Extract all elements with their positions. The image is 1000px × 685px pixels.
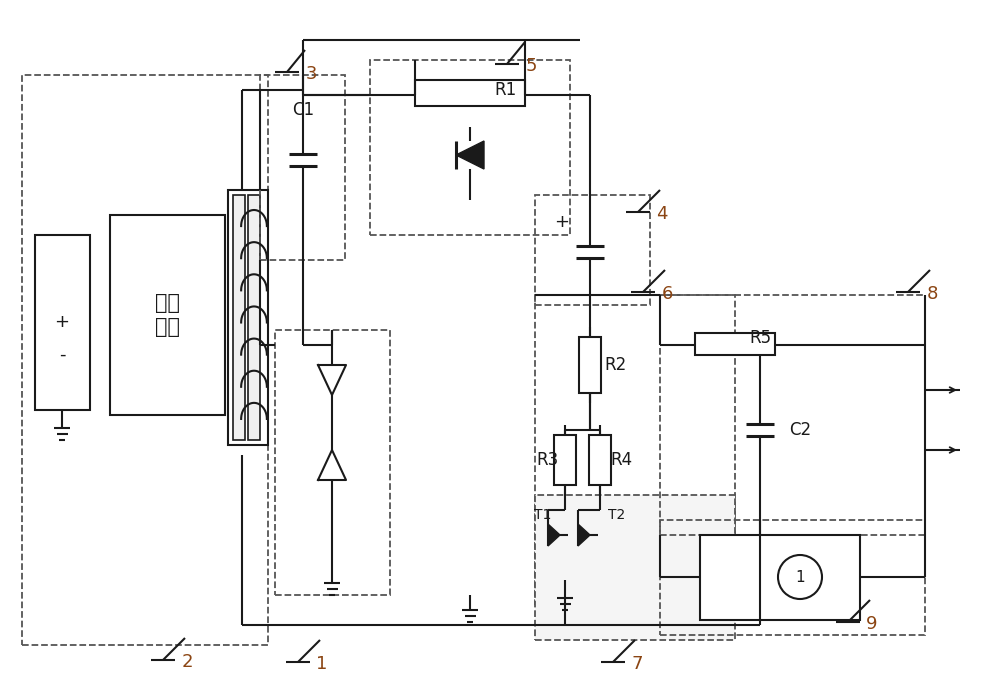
Bar xyxy=(370,60,570,235)
Polygon shape xyxy=(578,524,590,546)
Text: 3: 3 xyxy=(305,65,317,83)
Text: -: - xyxy=(59,346,65,364)
Text: R2: R2 xyxy=(604,356,626,374)
Bar xyxy=(660,295,925,535)
Bar xyxy=(228,190,268,445)
Text: C2: C2 xyxy=(789,421,811,439)
Bar xyxy=(22,75,268,645)
Bar xyxy=(248,195,260,440)
Polygon shape xyxy=(456,141,484,169)
Text: 1: 1 xyxy=(316,655,328,673)
Bar xyxy=(110,215,225,415)
Text: T1: T1 xyxy=(534,508,552,522)
Bar xyxy=(275,330,390,595)
Bar xyxy=(695,333,775,355)
Text: 1: 1 xyxy=(795,569,805,584)
Text: 5: 5 xyxy=(525,57,537,75)
Bar xyxy=(589,435,611,485)
Bar xyxy=(579,337,601,393)
Text: +: + xyxy=(554,213,570,231)
Text: 8: 8 xyxy=(926,285,938,303)
Text: T2: T2 xyxy=(608,508,626,522)
Text: R3: R3 xyxy=(537,451,559,469)
Text: 7: 7 xyxy=(631,655,643,673)
Polygon shape xyxy=(318,450,346,480)
Bar xyxy=(660,520,925,635)
Bar xyxy=(535,295,735,605)
Text: 6: 6 xyxy=(661,285,673,303)
Text: 9: 9 xyxy=(866,615,878,633)
Text: +: + xyxy=(54,313,70,331)
Text: R1: R1 xyxy=(494,81,516,99)
Text: 点火
模块: 点火 模块 xyxy=(154,293,180,336)
Bar xyxy=(35,235,90,410)
Polygon shape xyxy=(548,524,560,546)
Text: R4: R4 xyxy=(610,451,632,469)
Bar xyxy=(700,535,860,620)
Text: R5: R5 xyxy=(749,329,771,347)
Text: 2: 2 xyxy=(181,653,193,671)
Bar xyxy=(415,80,525,106)
Bar xyxy=(233,195,245,440)
Bar xyxy=(554,435,576,485)
Polygon shape xyxy=(318,365,346,395)
Text: 4: 4 xyxy=(656,205,668,223)
Bar xyxy=(535,495,735,640)
Text: C1: C1 xyxy=(292,101,314,119)
Bar xyxy=(260,75,345,260)
Bar xyxy=(535,195,650,305)
